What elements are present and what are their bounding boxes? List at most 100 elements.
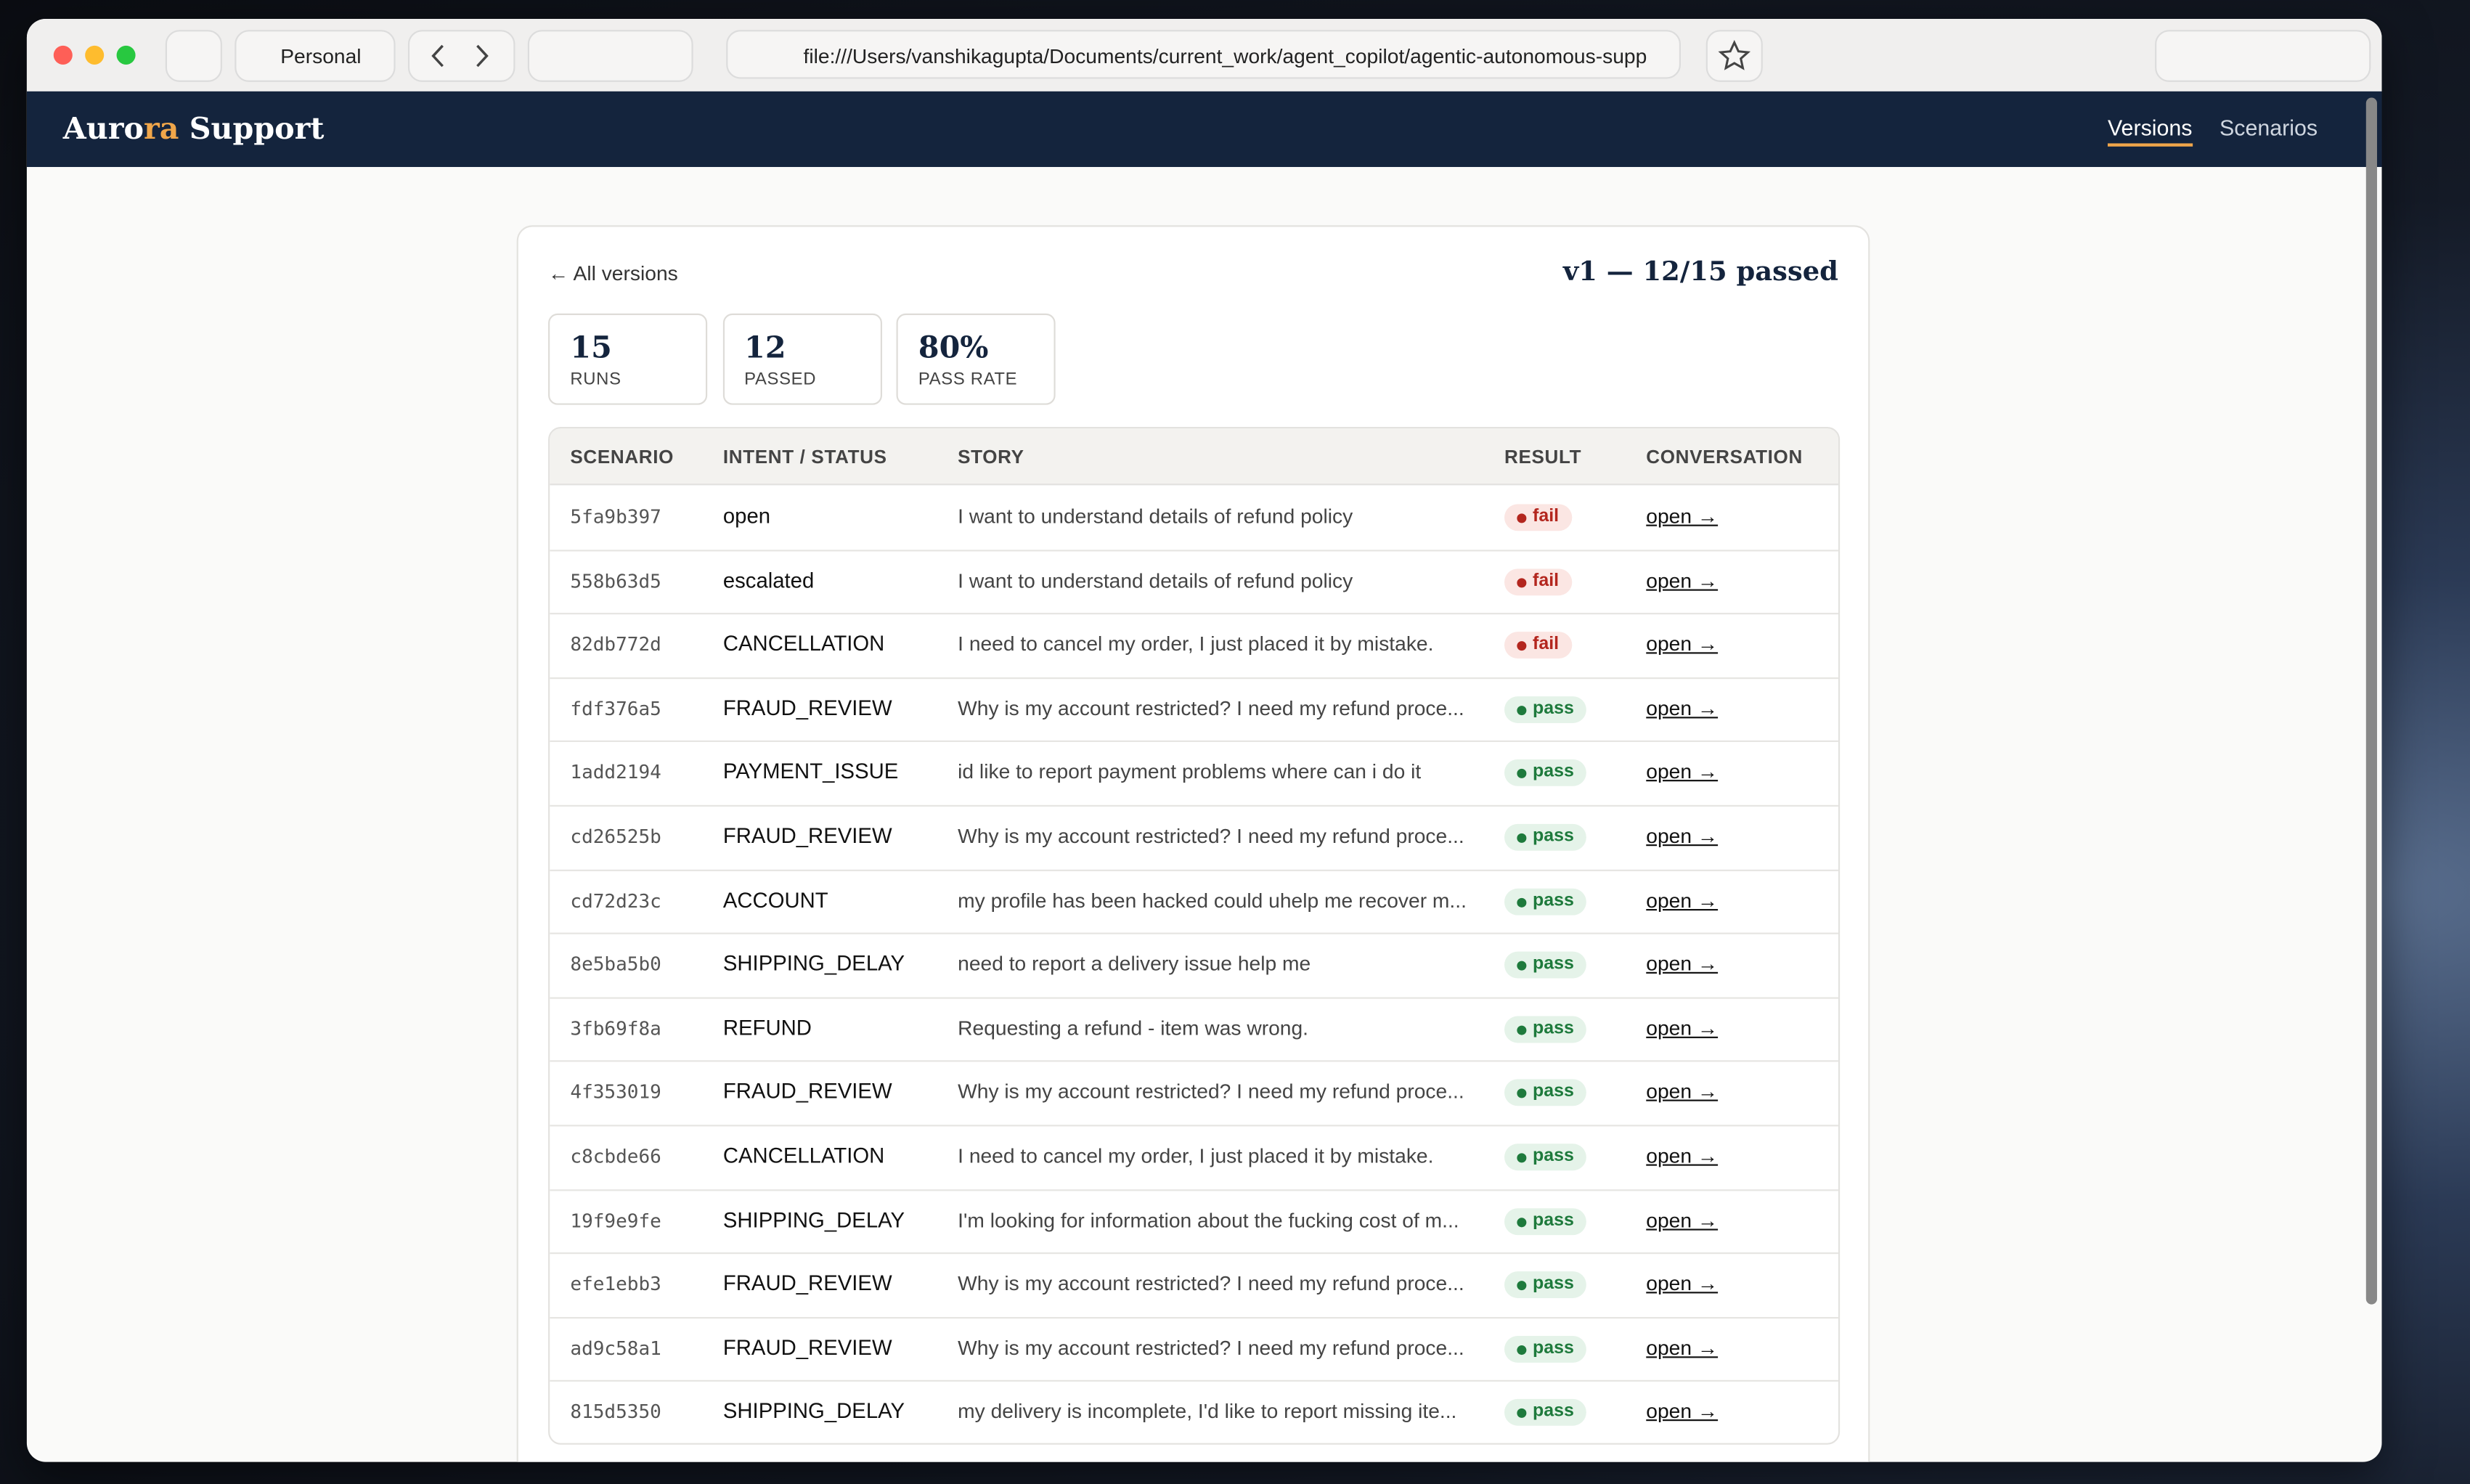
minimize[interactable] — [85, 45, 105, 65]
brand-part: Support — [179, 112, 325, 147]
toolbar-actions[interactable] — [2155, 30, 2371, 82]
open-link[interactable]: open → — [1646, 759, 1719, 784]
open-link[interactable]: open → — [1646, 568, 1719, 592]
table-row: 82db772d CANCELLATION I need to cancel my … — [550, 613, 1838, 679]
intent: SHIPPING_DELAY — [722, 951, 905, 976]
result-badge: pass — [1504, 1399, 1587, 1427]
scenario-id: ad9c58a1 — [570, 1337, 661, 1360]
intent: FRAUD_REVIEW — [722, 823, 892, 848]
table-row: 1add2194 PAYMENT_ISSUE id like to report p… — [550, 741, 1838, 807]
scenario-id: 8e5ba5b0 — [570, 953, 661, 976]
scenario-id: cd72d23c — [570, 889, 661, 912]
arrows — [431, 44, 489, 68]
home-apps-history[interactable] — [527, 30, 693, 82]
open-link[interactable]: open → — [1646, 1207, 1719, 1231]
scenario-id: 82db772d — [570, 633, 661, 656]
open-link[interactable]: open → — [1646, 1399, 1719, 1424]
intent: FRAUD_REVIEW — [722, 1080, 892, 1104]
brand: Aurora Support — [63, 112, 325, 147]
table-row: cd72d23c ACCOUNT my profile has been hacke… — [550, 869, 1838, 935]
open-link[interactable]: open → — [1646, 951, 1719, 976]
table-row: 3fb69f8a REFUND Requesting a refund - item… — [550, 997, 1838, 1063]
profile[interactable]: Personal — [235, 30, 396, 82]
column-header: STORY — [958, 446, 1024, 468]
nav-link[interactable]: Scenarios — [2220, 115, 2318, 141]
table-row: fdf376a5 FRAUD_REVIEW Why is my account re… — [550, 677, 1838, 743]
column-header: SCENARIO — [570, 446, 674, 468]
table-row: 4f353019 FRAUD_REVIEW Why is my account re… — [550, 1061, 1838, 1127]
table-row: 19f9e9fe SHIPPING_DELAY I'm looking for in… — [550, 1189, 1838, 1255]
result-badge: pass — [1504, 823, 1587, 851]
result-badge: pass — [1504, 696, 1587, 723]
column-header: RESULT — [1504, 446, 1582, 468]
scenario-id: fdf376a5 — [570, 697, 661, 720]
story: my profile has been hacked could uhelp m… — [958, 887, 1467, 912]
result-badge: pass — [1504, 1335, 1587, 1363]
table-row: 815d5350 SHIPPING_DELAY my delivery is inc… — [550, 1381, 1838, 1443]
stat-card: 15 RUNS — [548, 313, 708, 405]
stat-label: RUNS — [570, 370, 621, 389]
result-badge: pass — [1504, 759, 1587, 787]
result-badge: pass — [1504, 1080, 1587, 1107]
column-header: INTENT / STATUS — [722, 446, 887, 468]
result-badge: fail — [1504, 568, 1572, 595]
scenario-id: cd26525b — [570, 825, 661, 848]
result-badge: pass — [1504, 887, 1587, 915]
story: my delivery is incomplete, I'd like to r… — [958, 1399, 1457, 1424]
close[interactable] — [53, 45, 73, 65]
story: Why is my account restricted? I need my … — [958, 1080, 1464, 1104]
result-badge: fail — [1504, 632, 1572, 659]
story: Why is my account restricted? I need my … — [958, 1271, 1464, 1296]
table-row: efe1ebb3 FRAUD_REVIEW Why is my account re… — [550, 1252, 1838, 1318]
story: Why is my account restricted? I need my … — [958, 1335, 1464, 1360]
table-row: 5fa9b397 open I want to understand details… — [550, 485, 1838, 551]
nav-buttons[interactable] — [407, 30, 515, 82]
open-link[interactable]: open → — [1646, 823, 1719, 848]
story: Why is my account restricted? I need my … — [958, 823, 1464, 848]
scenario-id: 5fa9b397 — [570, 505, 661, 528]
sidebar-button[interactable] — [165, 30, 222, 82]
open-link[interactable]: open → — [1646, 696, 1719, 720]
open-link[interactable]: open → — [1646, 1335, 1719, 1360]
stat-value: 80% — [918, 330, 989, 366]
scrollbar[interactable] — [2365, 97, 2377, 1305]
open-link[interactable]: open → — [1646, 504, 1719, 528]
heading: v1 — 12/15 passed — [1562, 256, 1838, 289]
back-link[interactable]: ← All versions — [548, 261, 678, 285]
scenario-id: c8cbde66 — [570, 1145, 661, 1167]
open-link[interactable]: open → — [1646, 632, 1719, 656]
story: id like to report payment problems where… — [958, 759, 1422, 784]
open-link[interactable]: open → — [1646, 1016, 1719, 1040]
story: I need to cancel my order, I just placed… — [958, 1143, 1434, 1167]
intent: CANCELLATION — [722, 632, 885, 656]
intent: CANCELLATION — [722, 1143, 885, 1167]
bookmark[interactable] — [1705, 30, 1763, 82]
open-link[interactable]: open → — [1646, 887, 1719, 912]
column-header: CONVERSATION — [1646, 446, 1803, 468]
intent: ACCOUNT — [722, 887, 828, 912]
intent: PAYMENT_ISSUE — [722, 759, 899, 784]
scenario-id: 4f353019 — [570, 1081, 661, 1104]
scenario-id: 558b63d5 — [570, 569, 661, 592]
result-badge: pass — [1504, 1143, 1587, 1171]
scenario-id: 1add2194 — [570, 761, 661, 784]
brand-part: Auro — [62, 112, 144, 147]
address-bar[interactable]: file:///Users/vanshikagupta/Documents/cu… — [726, 30, 1682, 79]
open-link[interactable]: open → — [1646, 1080, 1719, 1104]
table-row: 8e5ba5b0 SHIPPING_DELAY need to report a d… — [550, 933, 1838, 999]
toolbar: Personal file:///Users/vanshikagupta/Doc… — [26, 19, 2382, 94]
zoom[interactable] — [116, 45, 136, 65]
open-link[interactable]: open → — [1646, 1271, 1719, 1296]
nav-link[interactable]: Versions — [2107, 115, 2193, 147]
stat-value: 12 — [744, 330, 786, 366]
brand-accent: ra — [143, 112, 179, 147]
story: I want to understand details of refund p… — [958, 504, 1353, 528]
intent: FRAUD_REVIEW — [722, 1271, 892, 1296]
intent: escalated — [722, 568, 815, 592]
open-link[interactable]: open → — [1646, 1143, 1719, 1167]
stat-label: PASSED — [744, 370, 817, 389]
story: Requesting a refund - item was wrong. — [958, 1016, 1309, 1040]
scenario-id: 19f9e9fe — [570, 1209, 661, 1231]
stat-card: 80% PASS RATE — [896, 313, 1056, 405]
